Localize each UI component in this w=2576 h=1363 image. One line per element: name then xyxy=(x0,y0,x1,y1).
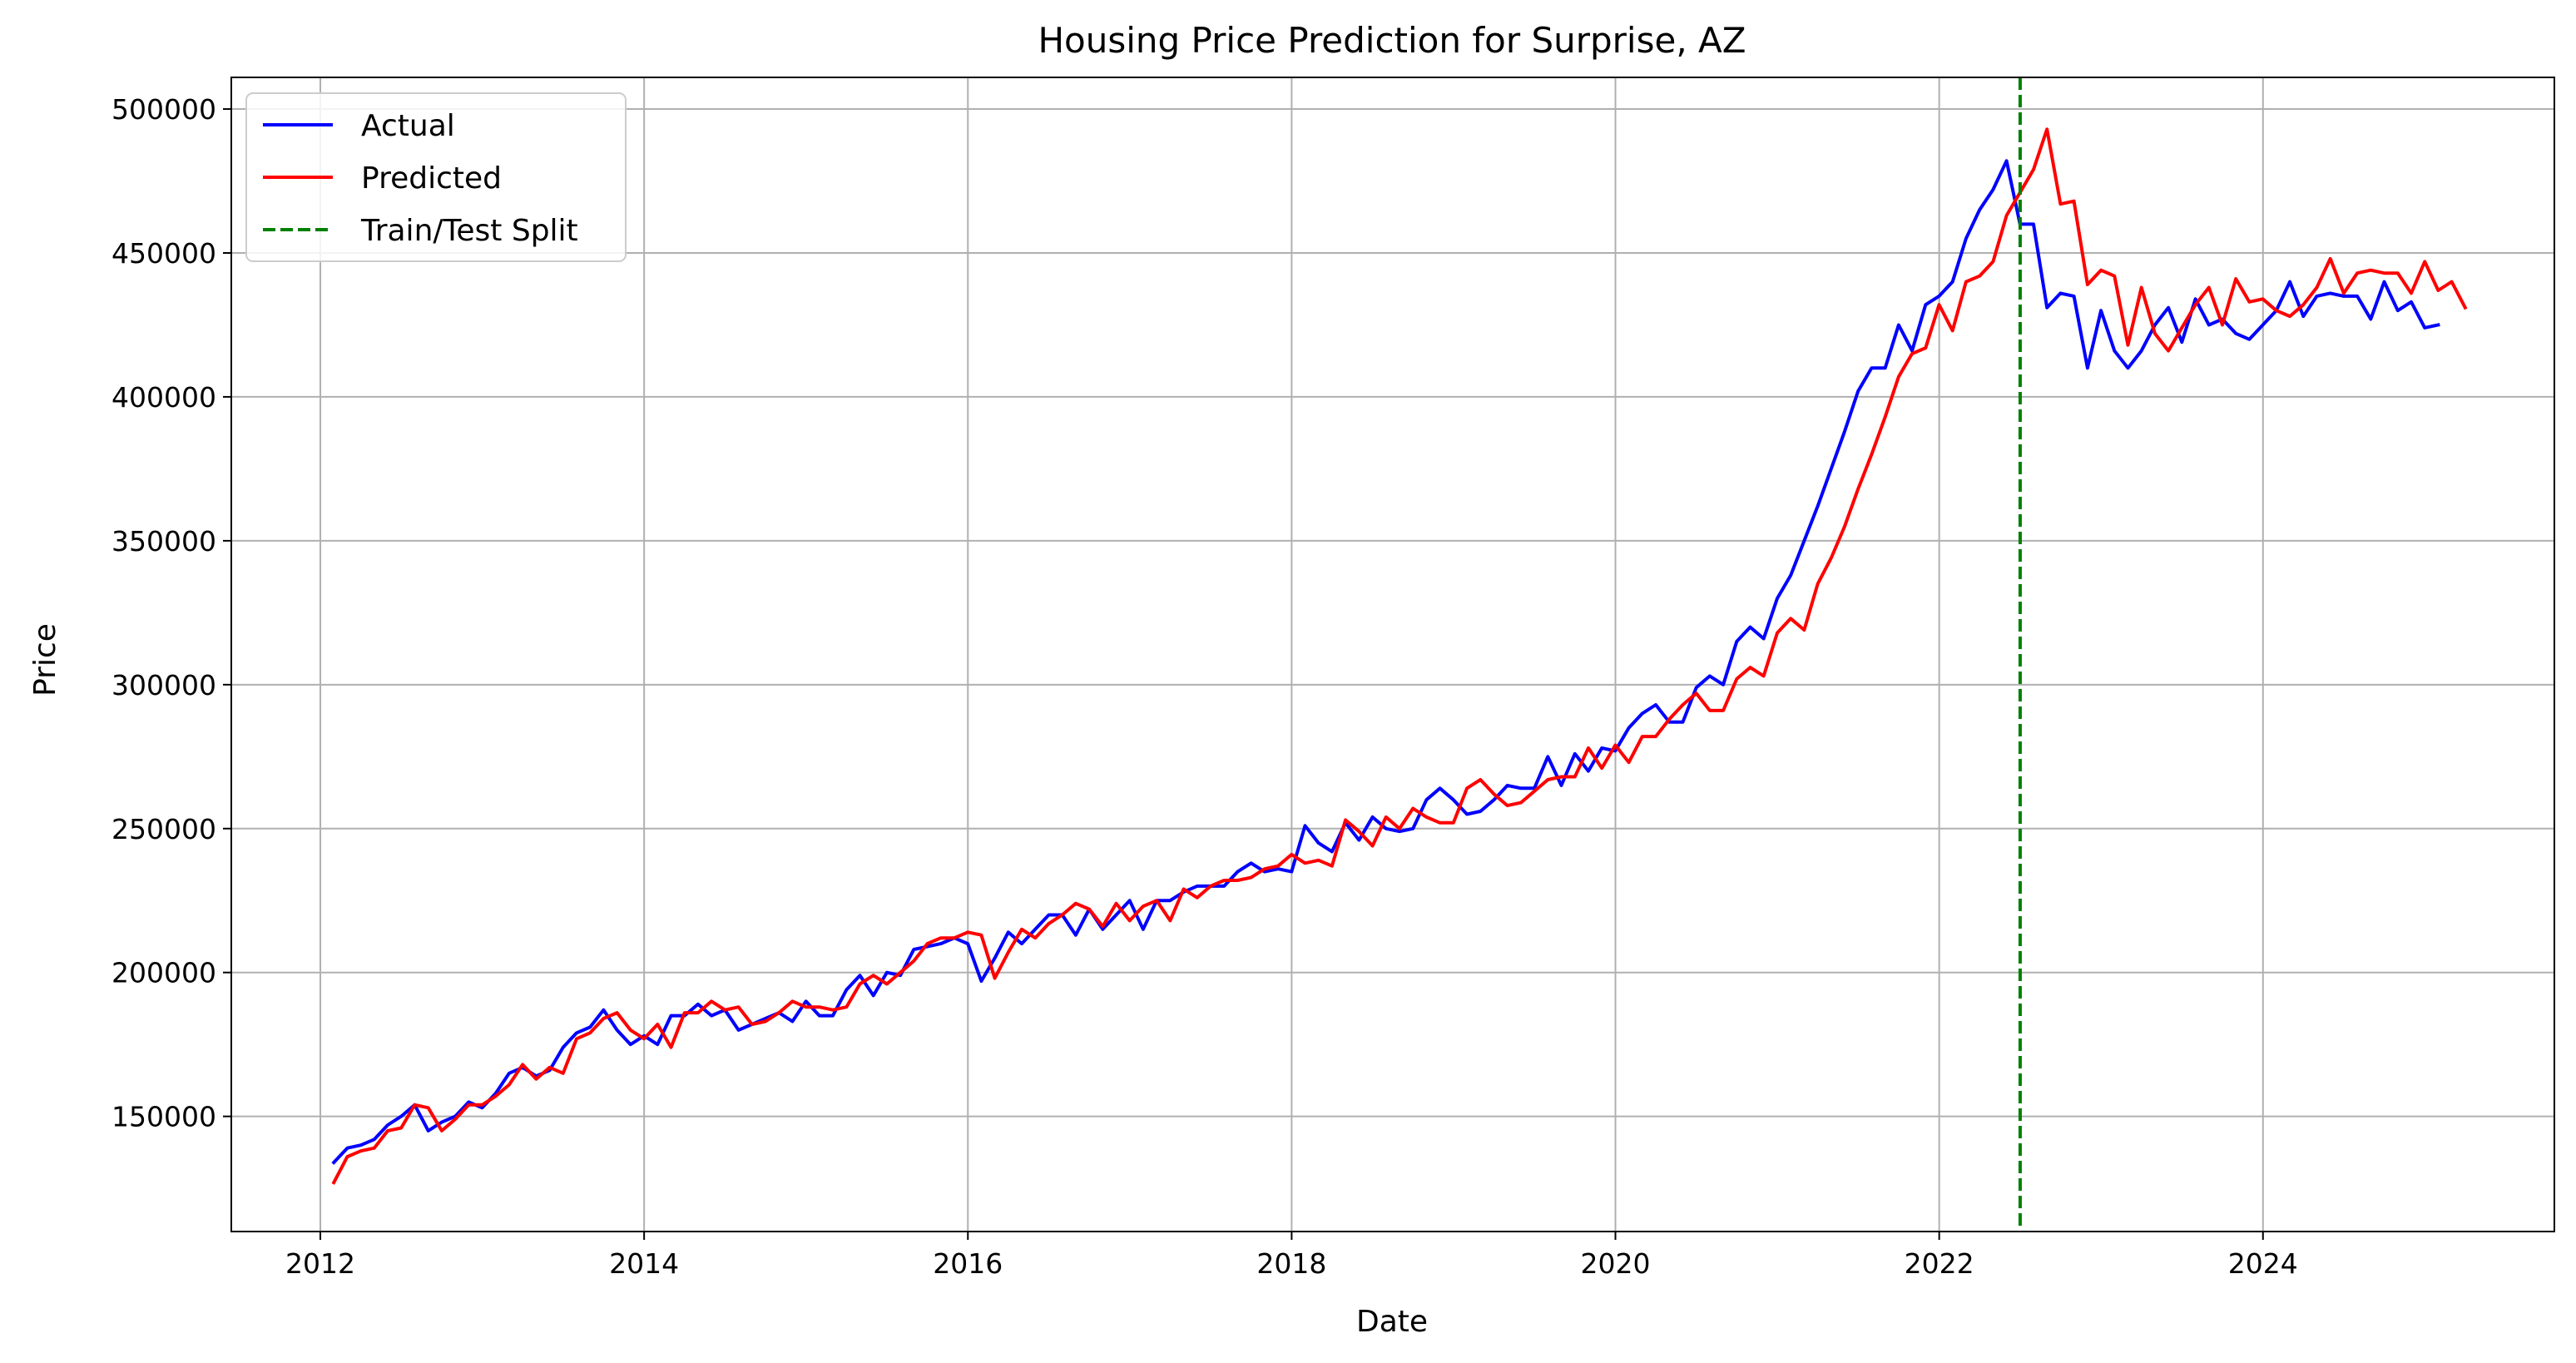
x-tick-label: 2024 xyxy=(2228,1247,2298,1280)
legend-label-split: Train/Test Split xyxy=(360,214,578,248)
legend: Actual Predicted Train/Test Split xyxy=(245,92,627,262)
x-tick-label: 2020 xyxy=(1581,1247,1651,1280)
y-tick-label: 250000 xyxy=(111,813,216,845)
x-tick-label: 2022 xyxy=(1905,1247,1974,1280)
legend-box xyxy=(245,92,627,262)
x-tick-label: 2012 xyxy=(285,1247,355,1280)
x-tick-label: 2014 xyxy=(609,1247,679,1280)
series-lines xyxy=(331,127,2468,1185)
x-tick-label: 2016 xyxy=(933,1247,1003,1280)
y-tick-label: 400000 xyxy=(111,381,216,414)
y-tick-label: 350000 xyxy=(111,525,216,558)
x-axis-label: Date xyxy=(1356,1305,1428,1339)
legend-label-actual: Actual xyxy=(361,109,455,143)
chart-title: Housing Price Prediction for Surprise, A… xyxy=(1038,20,1746,61)
y-tick-label: 200000 xyxy=(111,957,216,989)
y-tick-label: 300000 xyxy=(111,669,216,701)
y-axis-ticks: 150000 200000 250000 300000 350000 400000 4500… xyxy=(111,93,231,1133)
series-line-predicted xyxy=(331,127,2468,1185)
x-tick-label: 2018 xyxy=(1256,1247,1326,1280)
plot-frame xyxy=(230,77,2555,1232)
y-tick-label: 500000 xyxy=(111,93,216,126)
y-axis-label: Price xyxy=(28,623,62,696)
legend-label-predicted: Predicted xyxy=(361,161,502,196)
y-tick-label: 150000 xyxy=(111,1101,216,1133)
y-tick-label: 450000 xyxy=(111,237,216,270)
x-axis-ticks: 2012 2014 2016 2018 2020 2022 2024 xyxy=(285,1232,2298,1280)
